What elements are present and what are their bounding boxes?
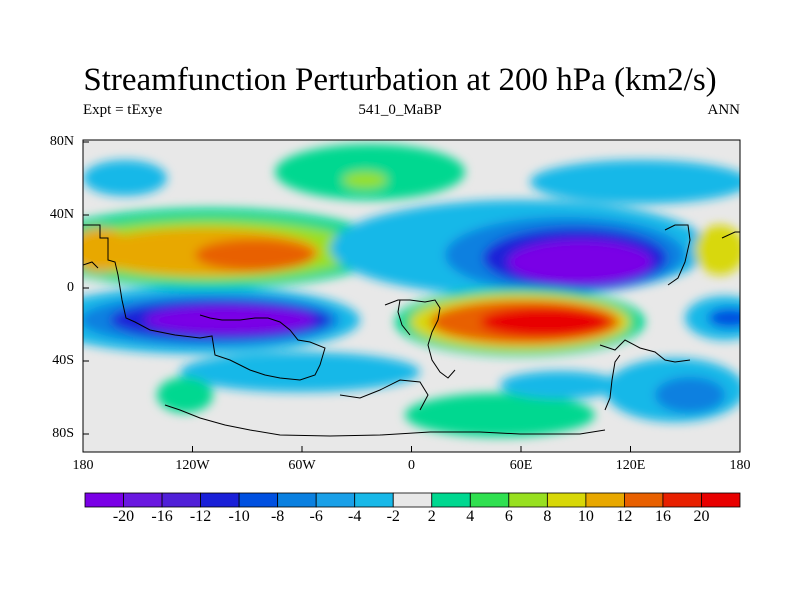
high-contour xyxy=(83,228,130,272)
colorbar-swatch xyxy=(508,492,548,508)
colorbar-label: -6 xyxy=(309,508,323,525)
colorbar-label: -16 xyxy=(151,508,173,525)
colorbar-swatch xyxy=(701,492,741,508)
colorbar-label: -8 xyxy=(270,508,285,525)
colorbar-swatch xyxy=(469,492,510,508)
colorbar-swatch xyxy=(123,492,163,508)
colorbar-swatch xyxy=(200,492,240,508)
subtitle-period: 541_0_MaBP xyxy=(358,102,442,118)
colorbar-label: 4 xyxy=(466,508,475,525)
x-tick-label: 0 xyxy=(408,458,415,473)
x-tick-label: 180 xyxy=(729,458,751,473)
map-title: Streamfunction Perturbation at 200 hPa (… xyxy=(83,62,717,98)
colorbar-swatch xyxy=(431,492,471,508)
colorbar-swatch xyxy=(84,492,124,508)
colorbar-swatch xyxy=(546,492,587,508)
colorbar-label: -12 xyxy=(189,508,212,525)
colorbar-label: 20 xyxy=(693,508,710,525)
x-tick-label: 60E xyxy=(509,458,533,473)
colorbar-label: 2 xyxy=(427,508,436,525)
colorbar-label: 8 xyxy=(543,508,552,525)
colorbar-swatch xyxy=(238,492,279,508)
subtitle-experiment: Expt = tExye xyxy=(83,102,163,118)
colorbar xyxy=(84,492,741,508)
high-contour xyxy=(480,307,610,337)
subtitle-season: ANN xyxy=(707,102,741,118)
colorbar-label: 6 xyxy=(504,508,513,525)
colorbar-swatch xyxy=(277,492,317,508)
tick-marks xyxy=(82,141,741,452)
high-contour xyxy=(695,225,740,275)
low-contour xyxy=(500,371,620,399)
x-tick-label: 180 xyxy=(72,458,94,473)
y-tick-label: 40N xyxy=(49,207,74,222)
high-contour xyxy=(275,144,465,200)
x-tick-label: 120E xyxy=(615,458,646,473)
y-tick-label: 0 xyxy=(67,280,74,295)
high-contour xyxy=(405,393,595,437)
low-contour xyxy=(708,308,740,328)
colorbar-label: 12 xyxy=(616,508,633,525)
y-tick-label: 80N xyxy=(49,134,74,149)
colorbar-swatch xyxy=(354,492,394,508)
low-contour xyxy=(180,352,420,392)
low-contour xyxy=(83,160,167,196)
colorbar-swatch xyxy=(624,492,664,508)
colorbar-swatch xyxy=(585,492,625,508)
y-tick-label: 80S xyxy=(52,426,74,441)
high-contour xyxy=(195,239,315,271)
colorbar-swatch xyxy=(392,492,433,508)
colorbar-label: -4 xyxy=(348,508,362,525)
colorbar-label: 16 xyxy=(654,508,671,525)
low-contour xyxy=(508,240,652,284)
x-tick-label: 60W xyxy=(288,458,316,473)
colorbar-label: -20 xyxy=(112,508,135,525)
y-tick-label: 40S xyxy=(52,353,74,368)
high-contour xyxy=(157,377,213,413)
low-contour xyxy=(655,377,725,413)
low-contour xyxy=(530,160,740,204)
colorbar-label: 10 xyxy=(577,508,594,525)
colorbar-swatch xyxy=(161,492,201,508)
high-contour xyxy=(343,172,387,188)
colorbar-label: -2 xyxy=(386,508,400,525)
colorbar-swatch xyxy=(315,492,356,508)
x-tick-label: 120W xyxy=(175,458,210,473)
colorbar-swatch xyxy=(662,492,702,508)
coastlines xyxy=(83,224,740,437)
colorbar-label: -10 xyxy=(228,508,250,525)
